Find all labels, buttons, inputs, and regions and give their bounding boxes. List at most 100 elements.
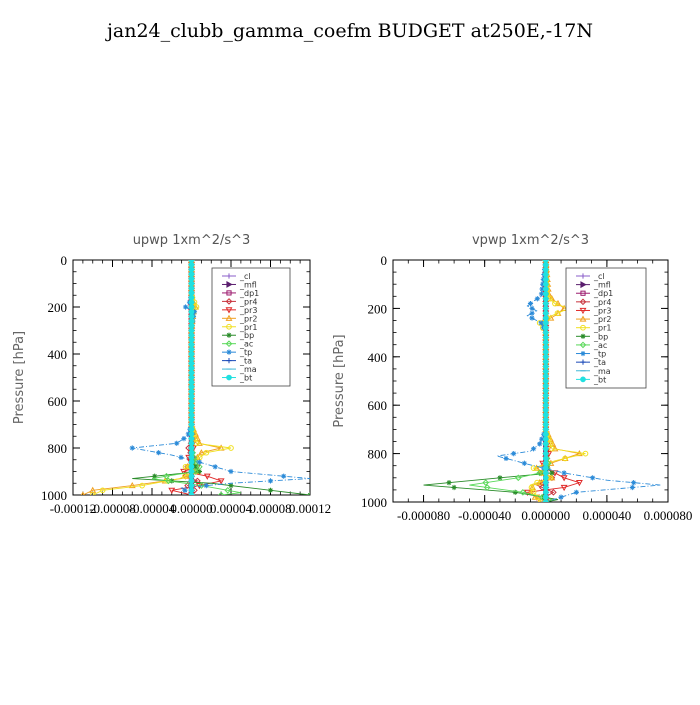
series-point-bt [542, 310, 549, 317]
series-point-bt [542, 286, 549, 292]
series-point-bt [188, 346, 195, 353]
legend-marker [579, 307, 587, 315]
series-point-tp [534, 296, 540, 302]
legend: _cl_mfl_dp1_pr4_pr3_pr2_pr1_bp_ac_tp_ta_… [565, 267, 647, 389]
legend-marker [580, 350, 586, 357]
series-point-bt [542, 416, 549, 423]
legend-marker [580, 333, 586, 339]
series-point-tp [228, 468, 234, 475]
series-point-bt [188, 341, 195, 348]
series-point-bt [188, 290, 195, 296]
legend-marker [225, 298, 233, 305]
series-point-tp [155, 450, 162, 456]
series-point-tp [212, 464, 218, 470]
series-point-bp [307, 492, 310, 495]
series-point-tp [129, 445, 135, 451]
series-point-bt [188, 271, 195, 277]
legend-marker [226, 281, 233, 288]
panel-1-title: upwp 1xm^2/s^3 [133, 233, 251, 248]
series-point-tp [182, 487, 188, 493]
series-point-bt [188, 384, 195, 390]
series-point-bt [188, 322, 195, 329]
x-tick-label: -0.00008 [89, 501, 136, 516]
series-point-bt [542, 412, 549, 418]
legend-label: _pr3 [239, 306, 257, 315]
series-point-bt [188, 416, 195, 423]
series-group [80, 260, 310, 495]
series-point-pr1 [89, 492, 96, 495]
panel-2: vpwp 1xm^2/s^3 Pressure [hPa] 0 200 400 600 80… [332, 233, 692, 523]
x-tick-label: -0.00012 [50, 501, 97, 516]
legend-label: _ma [239, 365, 257, 374]
series-point-pr3 [575, 480, 583, 487]
legend-label: _pr1 [239, 323, 257, 332]
y-tick-label: 600 [368, 398, 388, 413]
series-point-pr1 [182, 473, 188, 480]
series-point-bt [188, 299, 195, 306]
series-point-bt [188, 318, 195, 324]
series-point-pr1 [534, 479, 540, 486]
series-point-bt [188, 482, 195, 489]
legend-marker [226, 349, 232, 355]
series-point-ac [514, 474, 522, 482]
series-point-pr3 [560, 484, 568, 492]
series-point-pr1 [228, 445, 234, 451]
series-point-bt [542, 455, 549, 462]
legend-label: _ta [239, 357, 252, 366]
y-tick-label: 800 [368, 447, 388, 462]
legend-label: _dp1 [593, 289, 613, 298]
series-point-tp [203, 483, 209, 489]
series-point-bp [192, 464, 199, 470]
series-point-tp [521, 460, 527, 466]
x-tick-label: -0.00004 [129, 501, 176, 516]
series-point-bt [188, 431, 195, 437]
legend-label: _dp1 [239, 289, 259, 298]
series-point-bt [188, 449, 195, 456]
series-point-ac [196, 463, 203, 471]
series-point-bt [542, 368, 549, 375]
series-point-bt [188, 266, 195, 273]
legend-marker [225, 314, 233, 321]
series-point-pr1 [528, 484, 535, 491]
series-point-bt [542, 344, 549, 350]
legend-marker [579, 341, 587, 349]
series-point-tp [530, 446, 537, 452]
series-point-bt [542, 426, 549, 433]
legend-label: _pr4 [593, 298, 611, 307]
series-point-bt [542, 489, 549, 496]
legend-marker [226, 273, 232, 279]
series-point-bp [152, 473, 158, 479]
series-point-pr2 [195, 439, 203, 446]
legend-label: _pr2 [593, 315, 611, 324]
series-point-tp [539, 436, 545, 442]
series-point-tp [529, 310, 535, 316]
series-point-tp [537, 441, 543, 447]
series-line-pr1 [92, 260, 232, 495]
series-point-bt [188, 421, 195, 428]
series-point-bt [542, 315, 549, 321]
panel-1-ylabel: Pressure [hPa] [12, 331, 27, 424]
legend-label: _ac [593, 341, 607, 350]
series-point-bt [542, 358, 549, 365]
legend-marker [226, 374, 232, 381]
series-point-bt [542, 353, 549, 360]
series-point-ac [536, 469, 543, 477]
series-point-bt [542, 387, 549, 394]
series-point-bt [542, 291, 549, 297]
series-point-pr2 [80, 491, 85, 495]
series-point-bt [542, 421, 549, 428]
legend-marker [580, 359, 586, 365]
series-point-pr2 [549, 440, 557, 447]
series-point-bt [188, 454, 195, 461]
series-point-tp [527, 300, 534, 307]
series-point-tp [540, 281, 546, 287]
series-point-bp [196, 468, 202, 475]
series-point-bt [188, 308, 195, 315]
series-point-bt [188, 337, 195, 343]
series-point-bt [188, 261, 195, 268]
series-point-pr1 [552, 300, 558, 307]
series-point-tp [538, 320, 544, 326]
series-point-bt [542, 402, 549, 409]
legend-label: _tp [593, 350, 606, 359]
